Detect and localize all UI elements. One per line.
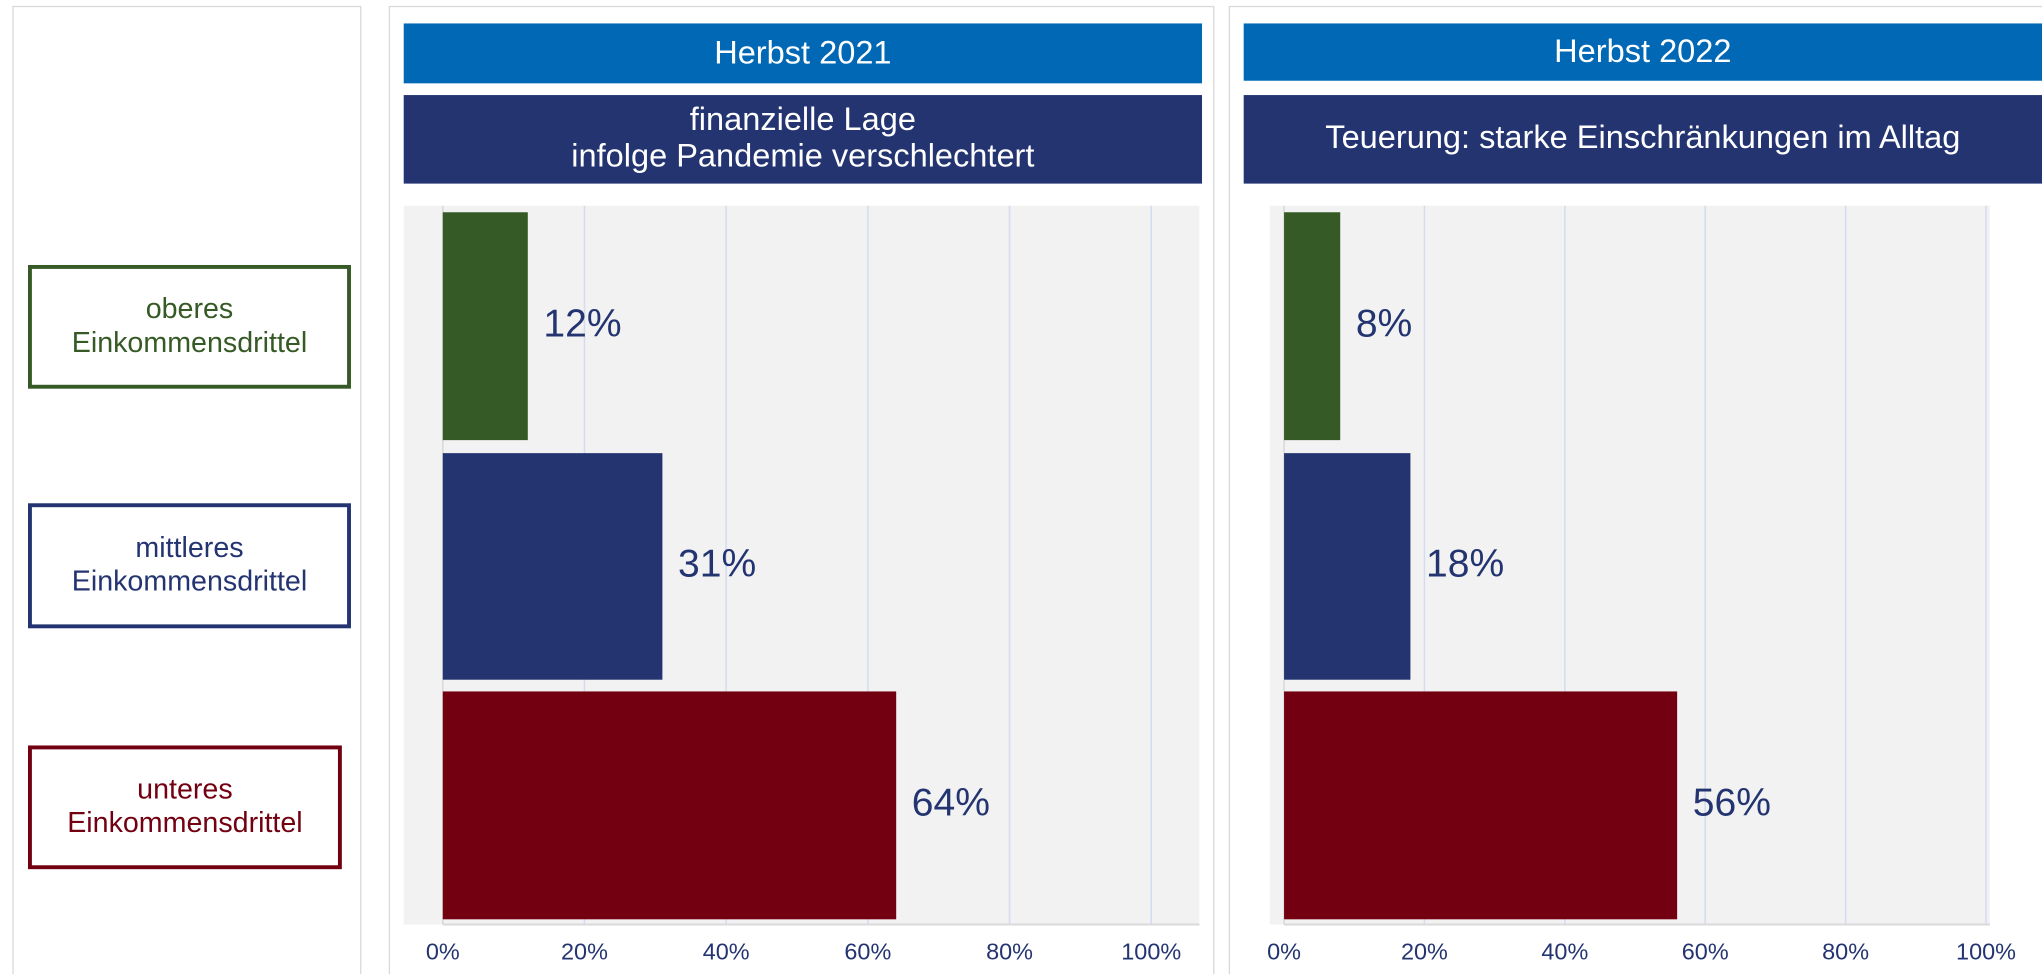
- chart-title: Herbst 2021: [714, 34, 891, 70]
- header-box: [1243, 23, 2042, 81]
- chart-subtitle: finanzielle Lage infolge Pandemie verschl…: [571, 101, 1034, 173]
- x-tick-label: 80%: [986, 938, 1033, 964]
- x-tick-label: 20%: [1401, 938, 1448, 964]
- bar: [1284, 453, 1411, 680]
- value-label: 12%: [543, 302, 621, 345]
- category-box: [27, 264, 351, 389]
- subtitle-box: [403, 95, 1203, 184]
- category-box: [27, 503, 351, 629]
- chart-subtitle: Teuerung: starke Einschränkungen im Allt…: [1325, 119, 1960, 155]
- bar: [1284, 212, 1341, 441]
- bar: [1284, 691, 1678, 920]
- x-tick-label: 60%: [844, 938, 891, 964]
- value-label: 56%: [1693, 782, 1771, 825]
- x-tick-label: 60%: [1682, 938, 1729, 964]
- value-label: 8%: [1356, 302, 1412, 345]
- x-tick-label: 100%: [1121, 938, 1181, 964]
- value-label: 18%: [1426, 543, 1504, 586]
- subtitle-box: [1243, 95, 2042, 184]
- value-label: 64%: [912, 782, 990, 825]
- bar: [442, 212, 528, 441]
- x-tick-label: 100%: [1956, 938, 2016, 964]
- chart-panel: [388, 5, 1215, 974]
- category-label: unteres Einkommensdrittel: [67, 773, 302, 839]
- x-tick-label: 0%: [1267, 938, 1301, 964]
- category-box: [27, 745, 342, 870]
- x-tick-label: 20%: [561, 938, 608, 964]
- category-label: mittleres Einkommensdrittel: [72, 531, 307, 597]
- chart-title: Herbst 2022: [1554, 33, 1731, 69]
- x-tick-label: 40%: [1541, 938, 1588, 964]
- category-label: oberes Einkommensdrittel: [72, 292, 307, 358]
- x-tick-label: 40%: [703, 938, 750, 964]
- chart-panel: [1228, 5, 2042, 974]
- bar: [442, 453, 663, 680]
- bar: [442, 691, 897, 920]
- value-label: 31%: [678, 543, 756, 586]
- label-panel: [12, 5, 362, 974]
- x-tick-label: 0%: [426, 938, 460, 964]
- x-tick-label: 80%: [1822, 938, 1869, 964]
- header-box: [403, 23, 1203, 84]
